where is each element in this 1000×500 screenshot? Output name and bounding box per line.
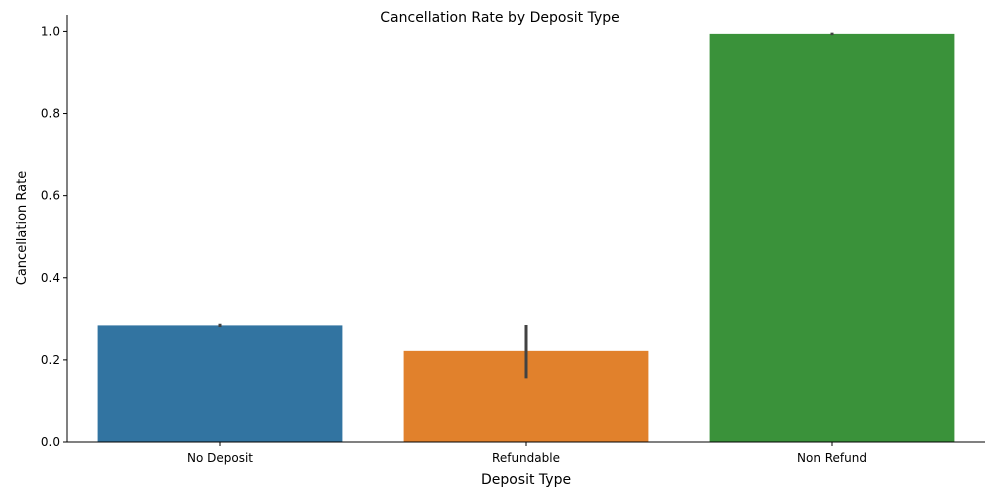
x-axis: No Deposit Refundable Non Refund: [67, 441, 985, 465]
bar-no-deposit: [97, 325, 343, 442]
x-tick-label: Refundable: [492, 451, 560, 465]
y-tick-label: 0.0: [41, 435, 60, 449]
y-tick-label: 0.4: [41, 271, 60, 285]
y-tick-label: 0.8: [41, 107, 60, 121]
chart-title: Cancellation Rate by Deposit Type: [380, 10, 619, 26]
y-tick-label: 0.2: [41, 353, 60, 367]
y-tick-label: 0.6: [41, 189, 60, 203]
x-tick-label: Non Refund: [797, 451, 867, 465]
bar-non-refund: [709, 33, 955, 443]
y-tick-label: 1.0: [41, 24, 60, 38]
bars-group: [97, 33, 955, 443]
x-tick-label: No Deposit: [187, 451, 253, 465]
y-axis: 0.0 0.2 0.4 0.6 0.8 1.0: [41, 15, 68, 449]
y-axis-label: Cancellation Rate: [15, 171, 30, 285]
x-axis-label: Deposit Type: [481, 472, 571, 488]
error-bars-group: [218, 32, 834, 379]
